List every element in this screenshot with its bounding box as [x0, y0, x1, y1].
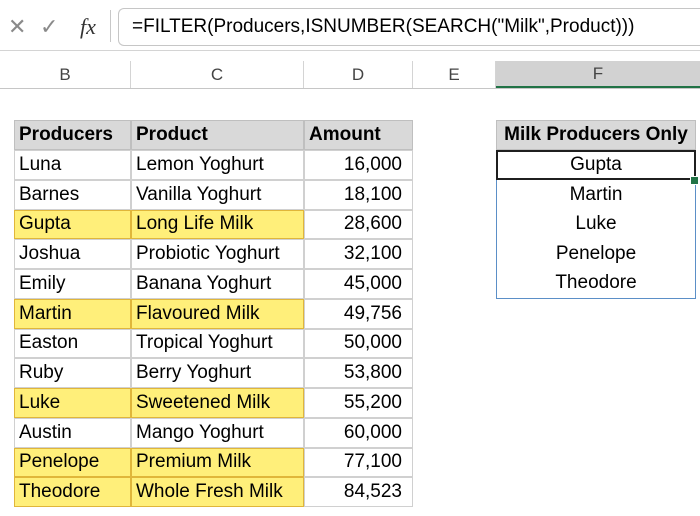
producer-cell[interactable]: Luna — [14, 150, 131, 180]
formula-bar-divider — [110, 10, 111, 42]
amount-cell[interactable]: 32,100 — [304, 239, 413, 269]
producer-cell[interactable]: Ruby — [14, 358, 131, 388]
column-divider[interactable] — [130, 61, 131, 88]
producer-cell[interactable]: Easton — [14, 328, 131, 359]
product-cell[interactable]: Sweetened Milk — [131, 388, 304, 418]
amount-cell[interactable]: 18,100 — [304, 179, 413, 210]
product-cell[interactable]: Vanilla Yoghurt — [131, 179, 304, 210]
insert-function-icon[interactable]: fx — [80, 14, 96, 39]
amount-cell[interactable]: 77,100 — [304, 447, 413, 478]
product-cell[interactable]: Berry Yoghurt — [131, 358, 304, 388]
product-cell[interactable]: Banana Yoghurt — [131, 269, 304, 299]
result-cell[interactable]: Theodore — [496, 269, 696, 299]
product-cell[interactable]: Premium Milk — [131, 447, 304, 478]
column-header-f[interactable]: F — [496, 61, 700, 88]
amount-cell[interactable]: 16,000 — [304, 150, 413, 180]
product-cell[interactable]: Long Life Milk — [131, 209, 304, 240]
formula-text[interactable]: =FILTER(Producers,ISNUMBER(SEARCH("Milk"… — [132, 16, 635, 37]
column-header-d[interactable]: D — [351, 64, 365, 84]
product-cell[interactable]: Probiotic Yoghurt — [131, 239, 304, 269]
result-cell[interactable]: Luke — [496, 209, 696, 240]
formula-bar-separator — [0, 50, 700, 51]
amount-cell[interactable]: 28,600 — [304, 209, 413, 240]
product-cell[interactable]: Flavoured Milk — [131, 298, 304, 329]
producer-cell[interactable]: Luke — [14, 388, 131, 418]
amount-cell[interactable]: 55,200 — [304, 388, 413, 418]
header-producers[interactable]: Producers — [14, 120, 131, 150]
header-bottom-border — [0, 88, 700, 89]
producer-cell[interactable]: Martin — [14, 298, 131, 329]
amount-cell[interactable]: 45,000 — [304, 269, 413, 299]
product-cell[interactable]: Tropical Yoghurt — [131, 328, 304, 359]
result-cell[interactable]: Martin — [496, 179, 696, 210]
producer-cell[interactable]: Austin — [14, 417, 131, 448]
formula-bar: ✕ ✓ fx =FILTER(Producers,ISNUMBER(SEARCH… — [0, 0, 700, 58]
active-result-cell[interactable]: Gupta — [496, 150, 696, 180]
column-divider[interactable] — [412, 61, 413, 88]
close-icon[interactable]: ✕ — [8, 14, 27, 39]
column-header-b[interactable]: B — [59, 64, 71, 84]
result-header[interactable]: Milk Producers Only — [496, 120, 696, 150]
check-icon[interactable]: ✓ — [40, 14, 59, 39]
producer-cell[interactable]: Barnes — [14, 179, 131, 210]
amount-cell[interactable]: 50,000 — [304, 328, 413, 359]
fill-handle[interactable] — [690, 176, 699, 185]
product-cell[interactable]: Mango Yoghurt — [131, 417, 304, 448]
product-cell[interactable]: Whole Fresh Milk — [131, 477, 304, 507]
header-amount[interactable]: Amount — [304, 120, 413, 150]
producer-cell[interactable]: Gupta — [14, 209, 131, 240]
header-product[interactable]: Product — [131, 120, 304, 150]
producer-cell[interactable]: Emily — [14, 269, 131, 299]
product-cell[interactable]: Lemon Yoghurt — [131, 150, 304, 180]
column-header-e[interactable]: E — [448, 64, 460, 84]
amount-cell[interactable]: 53,800 — [304, 358, 413, 388]
amount-cell[interactable]: 84,523 — [304, 477, 413, 507]
producer-cell[interactable]: Penelope — [14, 447, 131, 478]
amount-cell[interactable]: 60,000 — [304, 417, 413, 448]
column-divider[interactable] — [303, 61, 304, 88]
producer-cell[interactable]: Theodore — [14, 477, 131, 507]
column-header-c[interactable]: C — [210, 64, 224, 84]
formula-input[interactable] — [118, 8, 700, 46]
producer-cell[interactable]: Joshua — [14, 239, 131, 269]
result-cell[interactable]: Penelope — [496, 239, 696, 269]
amount-cell[interactable]: 49,756 — [304, 298, 413, 329]
column-divider[interactable] — [495, 61, 496, 88]
